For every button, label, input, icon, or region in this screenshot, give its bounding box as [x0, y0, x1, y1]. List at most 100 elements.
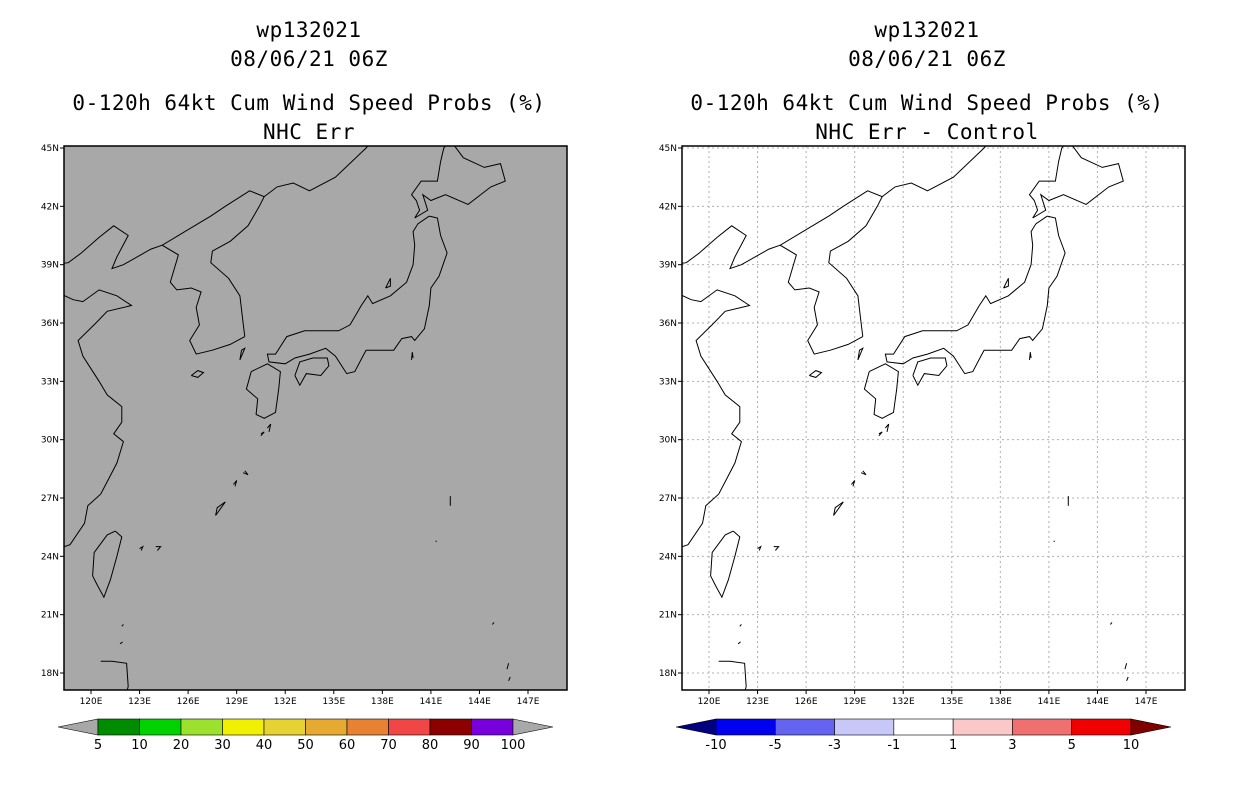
colorbar-segment	[1071, 718, 1132, 736]
coastline	[779, 190, 883, 355]
lon-tick-label: 120E	[80, 697, 103, 707]
lon-tick-label: 141E	[1037, 697, 1060, 707]
lat-tick-label: 45N	[659, 144, 677, 154]
lat-tick-label: 30N	[659, 436, 677, 446]
colorbar-label: 20	[173, 738, 190, 753]
coastline	[139, 545, 144, 551]
lon-tick-label: 147E	[1135, 697, 1158, 707]
lat-tick-label: 27N	[41, 494, 59, 504]
lat-tick-label: 21N	[659, 611, 677, 621]
colorbar-segment	[834, 718, 895, 736]
lon-tick-label: 144E	[468, 697, 491, 707]
coastline	[155, 546, 162, 551]
colorbar-label: 80	[422, 738, 439, 753]
storm-id-title: wp132021	[256, 18, 362, 42]
lat-tick-label: 33N	[41, 377, 59, 387]
coastline	[190, 370, 205, 378]
colorbar-segment	[715, 718, 776, 736]
lat-tick-label: 36N	[41, 319, 59, 329]
lon-tick-label: 141E	[419, 697, 442, 707]
coastline	[860, 470, 867, 476]
colorbar-segment	[222, 718, 265, 736]
coastline	[100, 660, 129, 690]
coastline	[161, 190, 265, 355]
lon-tick-label: 144E	[1086, 697, 1109, 707]
coastline	[808, 370, 823, 378]
coastline	[435, 540, 437, 543]
coastline	[857, 347, 864, 361]
lat-tick-label: 45N	[41, 144, 59, 154]
colorbar-label: 5	[94, 738, 102, 753]
colorbar-label: 60	[339, 738, 356, 753]
lon-tick-label: 135E	[322, 697, 345, 707]
date-title: 08/06/21 06Z	[230, 47, 388, 71]
colorbar-label: 1	[949, 738, 957, 753]
coastline	[239, 347, 246, 361]
coastline	[1126, 676, 1129, 681]
coastline	[773, 546, 780, 551]
coastline	[878, 431, 883, 437]
lon-tick-label: 147E	[517, 697, 540, 707]
map-background	[682, 146, 1185, 690]
coastline	[242, 470, 249, 476]
coastlines	[682, 146, 1129, 690]
colorbar-segment	[429, 718, 472, 736]
colorbar-label: -1	[887, 738, 900, 753]
lat-tick-label: 18N	[659, 669, 677, 679]
colorbar-arrow-high	[1130, 718, 1172, 736]
lon-tick-label: 123E	[128, 697, 151, 707]
coastline	[737, 641, 741, 645]
colorbar-label: 10	[1123, 738, 1140, 753]
colorbar-arrow-high	[512, 718, 554, 736]
lat-tick-label: 36N	[659, 319, 677, 329]
coastline	[263, 146, 369, 197]
coastline	[682, 289, 751, 548]
lon-tick-label: 135E	[940, 697, 963, 707]
coastline	[863, 363, 899, 419]
coastline	[718, 660, 747, 690]
gridlines	[682, 146, 1185, 690]
colorbar-label: 3	[1008, 738, 1016, 753]
lat-tick-label: 42N	[659, 202, 677, 212]
colorbar-label: 40	[256, 738, 273, 753]
coastline	[885, 423, 890, 433]
coastline	[294, 357, 330, 387]
colorbar-label: -5	[769, 738, 782, 753]
product-title: 0-120h 64kt Cum Wind Speed Probs (%)	[72, 91, 546, 115]
coastline	[757, 545, 762, 551]
coastline	[1003, 278, 1009, 289]
coastline	[710, 530, 741, 599]
colorbar-label: 90	[463, 738, 480, 753]
coastline	[739, 624, 742, 627]
date-title: 08/06/21 06Z	[848, 47, 1006, 71]
colorbar-label: 100	[501, 738, 526, 753]
lat-tick-label: 39N	[659, 261, 677, 271]
coastline	[506, 663, 510, 670]
colorbar-segment	[1012, 718, 1073, 736]
coastline	[682, 225, 781, 270]
coastline	[1028, 146, 1124, 219]
colorbar-segment	[346, 718, 389, 736]
colorbar-segment	[139, 718, 182, 736]
coastline	[233, 480, 238, 487]
colorbar-arrow-low	[675, 718, 717, 736]
lon-tick-label: 132E	[274, 697, 297, 707]
colorbar-segment	[952, 718, 1013, 736]
colorbar-label: 5	[1068, 738, 1076, 753]
product-title: 0-120h 64kt Cum Wind Speed Probs (%)	[690, 91, 1164, 115]
lon-tick-label: 129E	[225, 697, 248, 707]
coastline	[215, 501, 226, 516]
lat-tick-label: 21N	[41, 611, 59, 621]
colorbar: -10 -5 -3 -1 1 3 5 10	[675, 718, 1172, 753]
colorbar: 5 10 20 30 40 50 60 70 80 90 100	[57, 718, 554, 753]
coastline	[64, 289, 133, 548]
coastline	[881, 146, 987, 197]
lon-tick-label: 126E	[177, 697, 200, 707]
subtitle: NHC Err - Control	[815, 120, 1039, 144]
colorbar-arrow-low	[57, 718, 99, 736]
map-frame	[63, 145, 568, 691]
lon-tick-label: 132E	[892, 697, 915, 707]
coastline	[884, 215, 1066, 375]
lat-tick-label: 18N	[41, 669, 59, 679]
left-panel: wp132021 08/06/21 06Z 0-120h 64kt Cum Wi…	[41, 18, 568, 753]
